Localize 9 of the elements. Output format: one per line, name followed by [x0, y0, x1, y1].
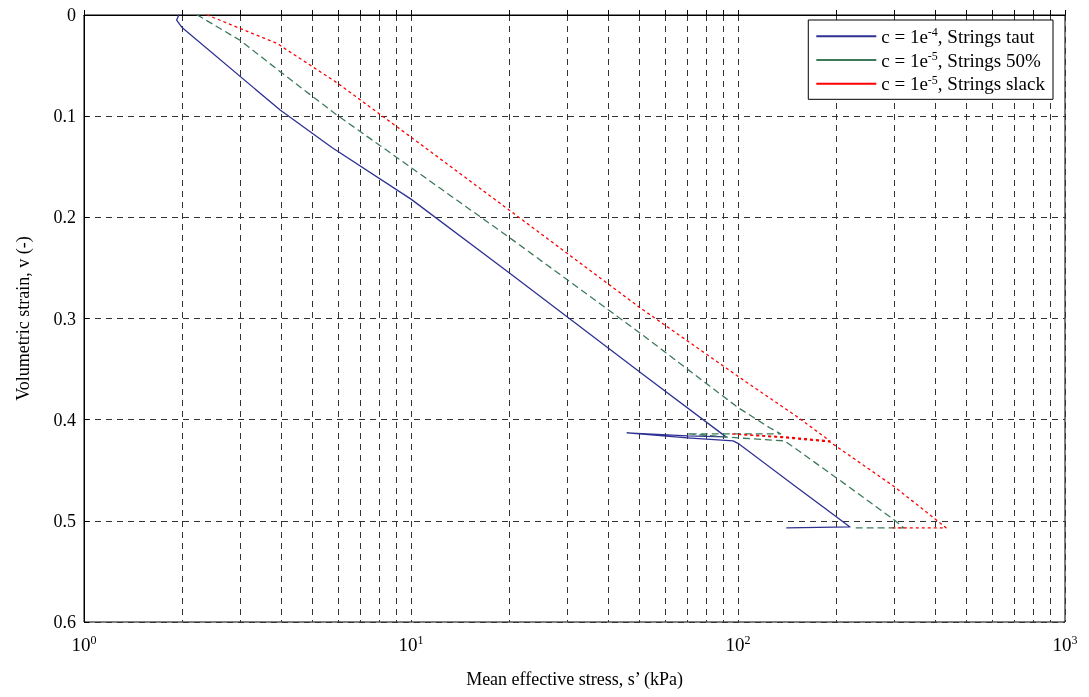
y-tick-label: 0.4 — [53, 409, 76, 430]
x-axis-title: Mean effective stress, s’ (kPa) — [466, 669, 683, 690]
y-tick-label: 0.1 — [53, 106, 76, 127]
y-tick-label: 0.6 — [53, 612, 76, 632]
y-tick-label: 0.3 — [53, 308, 76, 329]
y-tick-label: 0 — [67, 5, 76, 25]
y-tick-label: 0.5 — [53, 510, 76, 531]
y-tick-label: 0.2 — [53, 207, 76, 228]
y-axis-title: Volumetric strain, v (-) — [13, 236, 34, 401]
